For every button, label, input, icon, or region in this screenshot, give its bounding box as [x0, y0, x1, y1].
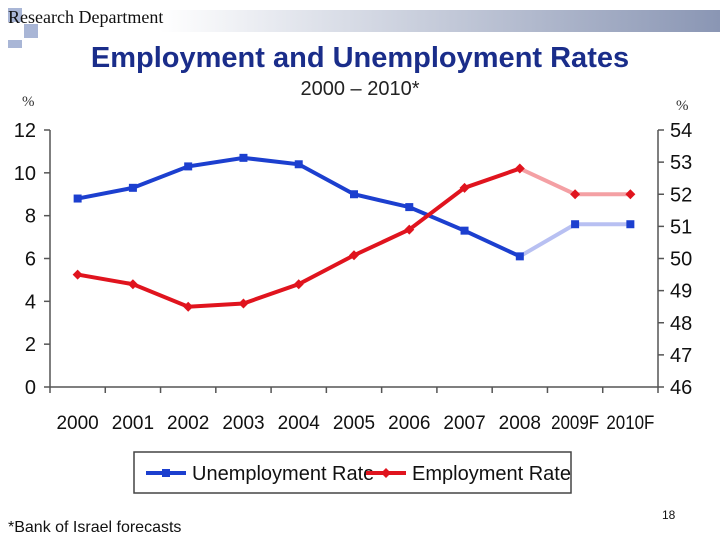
- employment-rate-marker: [625, 189, 636, 200]
- right-tick-label: 47: [670, 345, 692, 367]
- unemployment-rate-marker: [294, 160, 303, 169]
- unemployment-rate-marker: [73, 194, 82, 203]
- x-tick-label: 2009F: [551, 413, 599, 434]
- employment-rate-marker: [404, 224, 415, 235]
- x-tick-label: 2003: [222, 413, 264, 434]
- right-tick-label: 46: [670, 377, 692, 399]
- department-label: Research Department: [8, 7, 164, 27]
- employment-rate-marker: [514, 163, 525, 174]
- x-tick-label: 2004: [278, 413, 321, 434]
- legend-label-unemployment-rate: Unemployment Rate: [192, 463, 374, 485]
- employment-rate-marker: [570, 189, 581, 200]
- right-tick-label: 49: [670, 281, 692, 303]
- right-tick-label: 48: [670, 313, 692, 335]
- x-tick-label: 2001: [112, 413, 154, 434]
- right-axis-unit: %: [676, 98, 689, 114]
- unemployment-rate-marker: [515, 252, 524, 261]
- unemployment-rate-marker: [460, 226, 469, 235]
- header-gradient-bar: [160, 10, 720, 32]
- chart-title: Employment and Unemployment Rates: [90, 42, 630, 74]
- x-tick-label: 2006: [388, 413, 430, 434]
- x-tick-label: 2000: [56, 413, 98, 434]
- x-tick-label: 2008: [499, 413, 541, 434]
- left-tick-label: 4: [25, 291, 36, 313]
- unemployment-rate-marker: [184, 162, 193, 171]
- unemployment-rate-forecast-line: [518, 222, 631, 259]
- unemployment-rate-marker: [571, 220, 580, 229]
- chart-subtitle: 2000 – 2010*: [300, 78, 420, 100]
- employment-rate-marker: [127, 279, 138, 290]
- left-tick-label: 8: [25, 206, 36, 228]
- right-tick-label: 54: [670, 120, 692, 142]
- logo-squares: [8, 8, 48, 48]
- unemployment-rate-marker: [626, 220, 635, 229]
- employment-rate-marker: [293, 279, 304, 290]
- x-tick-label: 2010F: [606, 413, 654, 434]
- right-tick-label: 50: [670, 249, 692, 271]
- left-tick-label: 12: [14, 120, 36, 142]
- unemployment-rate-marker: [239, 153, 248, 162]
- right-tick-label: 51: [670, 216, 692, 238]
- unemployment-rate-marker: [128, 183, 137, 192]
- employment-rate-marker: [183, 301, 194, 312]
- right-tick-label: 53: [670, 152, 692, 174]
- right-tick-label: 52: [670, 184, 692, 206]
- header-band: [0, 0, 720, 40]
- page-number: 18: [662, 508, 676, 522]
- unemployment-rate-marker: [405, 203, 414, 212]
- x-tick-label: 2005: [333, 413, 375, 434]
- left-tick-label: 2: [25, 334, 36, 356]
- left-axis-unit: %: [22, 94, 35, 110]
- legend-marker-unemployment-rate: [162, 469, 170, 477]
- unemployment-rate-line: [77, 155, 521, 259]
- legend-label-employment-rate: Employment Rate: [412, 463, 571, 485]
- employment-rate-marker: [459, 182, 470, 193]
- legend-box: [133, 451, 572, 494]
- left-tick-label: 6: [25, 249, 36, 271]
- footnote: *Bank of Israel forecasts: [8, 519, 182, 536]
- left-tick-label: 10: [14, 163, 36, 185]
- left-tick-label: 0: [25, 377, 36, 399]
- legend-marker-employment-rate: [381, 468, 391, 478]
- unemployment-rate-marker: [350, 190, 358, 199]
- employment-rate-marker: [238, 298, 249, 309]
- employment-rate-marker: [72, 269, 83, 280]
- employment-rate-marker: [349, 250, 359, 261]
- x-tick-label: 2007: [443, 413, 485, 434]
- x-tick-label: 2002: [167, 413, 209, 434]
